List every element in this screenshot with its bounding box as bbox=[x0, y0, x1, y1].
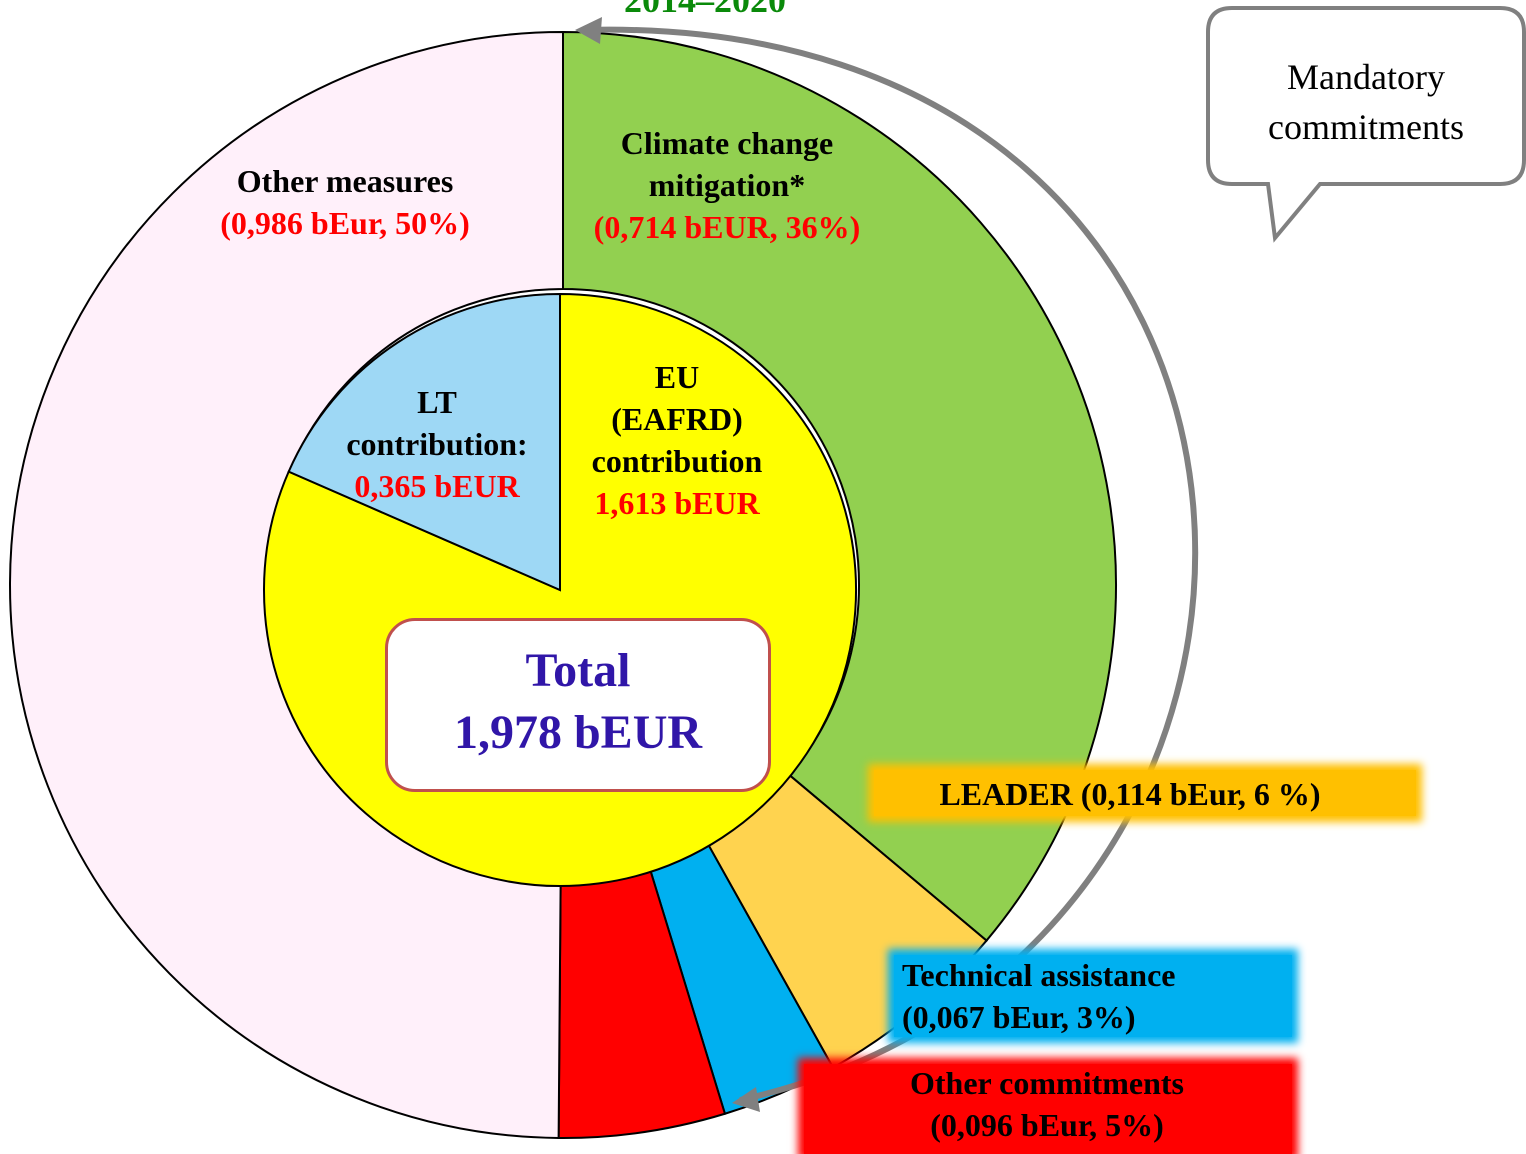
value-label: 1,613 bEUR bbox=[594, 485, 760, 521]
label: Other measures (0,986 bEur, 50%) bbox=[145, 160, 545, 244]
callout-box bbox=[1206, 6, 1526, 243]
label: Climate change mitigation* (0,714 bEUR, … bbox=[582, 122, 872, 248]
total-label: Total 1,978 bEUR bbox=[454, 640, 702, 764]
value-label: (0,714 bEUR, 36%) bbox=[593, 209, 861, 245]
value-label: 0,365 bEUR bbox=[354, 468, 520, 504]
wedge bbox=[562, 30, 1117, 942]
label: EU (EAFRD) contribution 1,613 bEUR bbox=[592, 356, 763, 524]
label: Technical assistance (0,067 bEur, 3%) bbox=[902, 954, 1176, 1038]
total-box bbox=[385, 618, 771, 792]
label: LT contribution: 0,365 bEUR bbox=[346, 381, 527, 507]
label-name: Technical assistance bbox=[902, 957, 1176, 993]
label-name: Other commitments bbox=[910, 1065, 1184, 1101]
arrow-head bbox=[732, 1087, 760, 1112]
value-label: (0,986 bEur, 50%) bbox=[220, 205, 470, 241]
chart-title: 2014–2020 bbox=[624, 0, 786, 20]
value-label: (0,067 bEur, 3%) bbox=[902, 999, 1136, 1035]
label-name: LT contribution: bbox=[346, 384, 528, 462]
total-value: 1,978 bEUR bbox=[453, 706, 703, 759]
label-name: LEADER bbox=[939, 776, 1073, 812]
label: LEADER (0,114 bEur, 6 %) bbox=[939, 773, 1320, 815]
value-label: (0,096 bEur, 5%) bbox=[930, 1107, 1164, 1143]
label-name: Other measures bbox=[236, 163, 454, 199]
callout-text: Mandatory commitments bbox=[1268, 57, 1464, 147]
label-name: Climate change mitigation* bbox=[620, 125, 834, 203]
label-background bbox=[874, 770, 1416, 816]
arrow-head bbox=[575, 17, 602, 44]
label: Other commitments (0,096 bEur, 5%) bbox=[910, 1062, 1184, 1146]
total-title: Total bbox=[525, 644, 631, 697]
wedge bbox=[287, 292, 561, 592]
value-label: (0,114 bEur, 6 %) bbox=[1080, 776, 1321, 812]
label-background bbox=[894, 955, 1292, 1037]
label-name: EU (EAFRD) contribution bbox=[591, 359, 763, 479]
label-background bbox=[804, 1064, 1292, 1154]
